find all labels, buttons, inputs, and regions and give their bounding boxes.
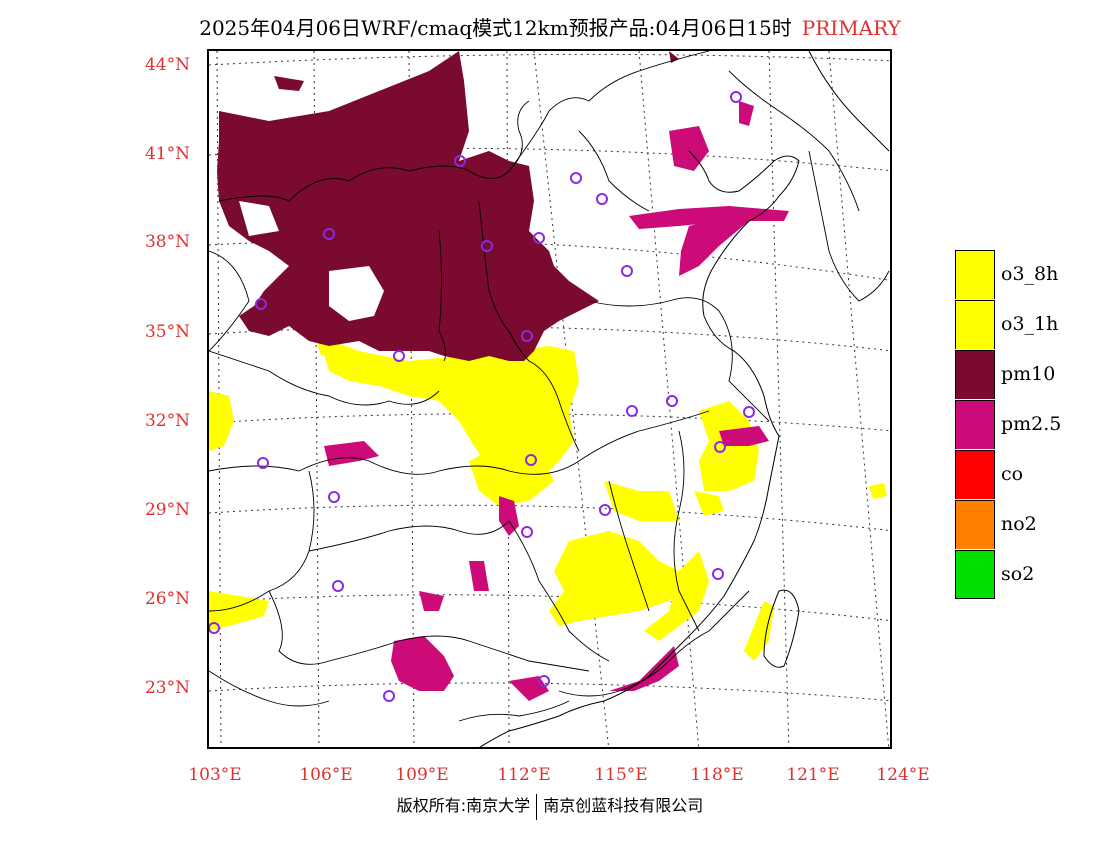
- station-marker: [538, 675, 550, 687]
- station-marker: [666, 395, 678, 407]
- lat-label-23: 23°N: [144, 678, 190, 698]
- legend-item-o3-1h: o3_1h: [955, 299, 1061, 349]
- clear-areas: [239, 201, 384, 321]
- legend-label: pm10: [1001, 363, 1056, 385]
- legend-label: pm2.5: [1001, 413, 1062, 435]
- station-marker: [714, 441, 726, 453]
- legend-swatch: [955, 549, 995, 599]
- legend-swatch: [955, 349, 995, 399]
- legend-item-so2: so2: [955, 549, 1061, 599]
- station-marker: [743, 406, 755, 418]
- legend-label: no2: [1001, 513, 1037, 535]
- legend-item-co: co: [955, 449, 1061, 499]
- coastline: [479, 51, 890, 747]
- station-marker: [533, 232, 545, 244]
- legend-label: o3_1h: [1001, 313, 1059, 335]
- map-title: 2025年04月06日WRF/cmaq模式12km预报产品:04月06日15时 P…: [0, 12, 1100, 41]
- lon-label-121: 121°E: [786, 765, 840, 785]
- legend-label: so2: [1001, 563, 1035, 585]
- legend-swatch: [955, 399, 995, 449]
- lon-label-109: 109°E: [395, 765, 449, 785]
- lat-label-41: 41°N: [144, 144, 190, 164]
- monitoring-stations: [209, 91, 755, 702]
- station-marker: [332, 580, 344, 592]
- legend-item-pm10: pm10: [955, 349, 1061, 399]
- map-canvas: [209, 51, 890, 747]
- station-marker: [257, 457, 269, 469]
- lat-label-29: 29°N: [144, 500, 190, 520]
- lat-label-32: 32°N: [144, 411, 190, 431]
- station-marker: [570, 172, 582, 184]
- footer-divider: [536, 793, 538, 820]
- lat-label-44: 44°N: [144, 55, 190, 75]
- primary-tag: PRIMARY: [801, 16, 901, 40]
- station-marker: [730, 91, 742, 103]
- station-marker: [521, 526, 533, 538]
- station-marker: [209, 622, 220, 634]
- station-marker: [255, 298, 267, 310]
- lon-label-106: 106°E: [299, 765, 353, 785]
- o3-areas: [209, 331, 887, 661]
- copyright-footer: 版权所有:南京大学 南京创蓝科技有限公司: [0, 792, 1100, 820]
- legend-item-no2: no2: [955, 499, 1061, 549]
- station-marker: [599, 504, 611, 516]
- station-marker: [393, 350, 405, 362]
- forecast-map: [207, 49, 892, 749]
- lon-label-115: 115°E: [594, 765, 648, 785]
- lon-label-103: 103°E: [188, 765, 242, 785]
- station-marker: [621, 265, 633, 277]
- station-marker: [525, 454, 537, 466]
- title-text: 2025年04月06日WRF/cmaq模式12km预报产品:04月06日15时: [199, 16, 792, 40]
- lat-label-35: 35°N: [144, 322, 190, 342]
- pm25-areas: [324, 101, 789, 701]
- station-marker: [521, 330, 533, 342]
- station-marker: [323, 228, 335, 240]
- lat-label-26: 26°N: [144, 589, 190, 609]
- legend: o3_8h o3_1h pm10 pm2.5 co no2 so2: [955, 249, 1061, 599]
- lon-label-124: 124°E: [876, 765, 930, 785]
- legend-item-o3-8h: o3_8h: [955, 249, 1061, 299]
- lat-label-38: 38°N: [144, 232, 190, 252]
- station-marker: [383, 690, 395, 702]
- lon-label-118: 118°E: [690, 765, 744, 785]
- station-marker: [454, 155, 466, 167]
- legend-item-pm25: pm2.5: [955, 399, 1061, 449]
- legend-label: o3_8h: [1001, 263, 1059, 285]
- legend-swatch: [955, 449, 995, 499]
- legend-label: co: [1001, 463, 1024, 485]
- lon-label-112: 112°E: [497, 765, 551, 785]
- copyright-right: 南京创蓝科技有限公司: [543, 796, 704, 815]
- legend-swatch: [955, 499, 995, 549]
- legend-swatch: [955, 249, 995, 299]
- station-marker: [481, 240, 493, 252]
- station-marker: [712, 568, 724, 580]
- copyright-left: 版权所有:南京大学: [396, 796, 531, 815]
- station-marker: [328, 491, 340, 503]
- station-marker: [626, 405, 638, 417]
- boundaries: [209, 51, 890, 722]
- legend-swatch: [955, 299, 995, 349]
- pm10-areas: [217, 51, 679, 361]
- station-marker: [596, 193, 608, 205]
